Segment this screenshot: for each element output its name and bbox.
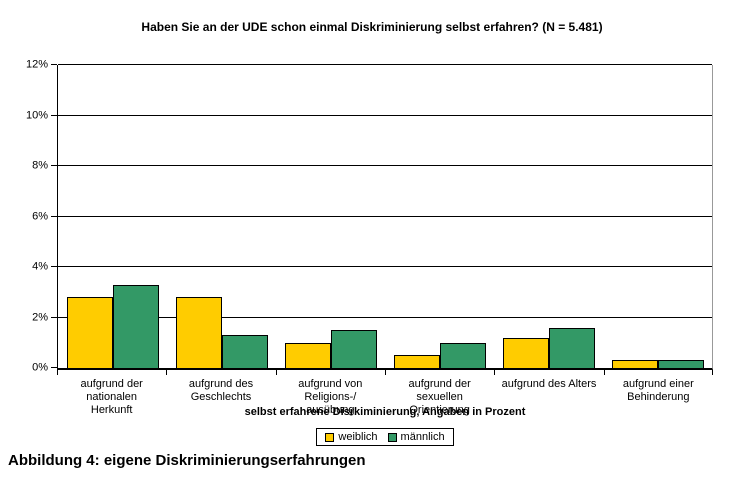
y-axis-tick — [51, 266, 57, 267]
x-axis-tick — [494, 370, 496, 375]
x-axis-tick — [57, 370, 58, 375]
x-axis-tick — [166, 370, 168, 375]
bar-weiblich — [502, 337, 549, 368]
bar-männlich — [221, 335, 268, 368]
bar-männlich — [548, 327, 595, 368]
category-label: aufgrund einer Behinderung — [622, 378, 694, 403]
y-axis-tick — [51, 367, 57, 368]
legend-item: männlich — [387, 431, 445, 443]
bar-group — [494, 65, 603, 368]
bar-weiblich — [393, 355, 440, 368]
bar-group — [603, 65, 712, 368]
legend-item: weiblich — [325, 431, 378, 443]
y-axis-labels: 0% 2% 4% 6% 8% 10% 12% — [0, 59, 48, 373]
legend-row: weiblich männlich — [57, 428, 713, 446]
bar-group — [58, 65, 167, 368]
gridline — [58, 215, 712, 217]
y-axis-tick — [51, 215, 57, 217]
y-axis-tick — [51, 64, 57, 65]
x-axis-ticks — [57, 370, 713, 375]
category-label: aufgrund von Religions-/ ausübung — [298, 378, 363, 416]
gridline — [58, 64, 712, 65]
x-axis-title: selbst erfahrene Disrkiminierung, Angabe… — [244, 406, 526, 418]
bar-weiblich — [284, 342, 331, 368]
category-label: aufgrund der sexuellen Orientierung — [408, 378, 471, 416]
bar-männlich — [112, 284, 159, 368]
category-label: aufgrund des Alters — [501, 378, 597, 390]
y-axis-label: 4% — [32, 260, 48, 273]
gridline — [58, 114, 712, 116]
bar-männlich — [657, 360, 704, 368]
y-axis-label: 10% — [25, 109, 48, 121]
gridline — [58, 165, 712, 166]
y-axis-label: 6% — [32, 210, 48, 222]
y-axis-ticks — [51, 64, 57, 368]
x-axis-tick — [385, 370, 386, 375]
bar-männlich — [439, 342, 486, 368]
y-axis-label: 0% — [32, 361, 48, 374]
bar-männlich — [330, 330, 377, 368]
bar-group — [276, 65, 385, 368]
y-axis-label: 2% — [32, 311, 48, 323]
bar-weiblich — [66, 297, 113, 368]
x-axis-tick — [712, 370, 713, 375]
legend-label: männlich — [400, 431, 445, 443]
x-axis-tick — [275, 370, 277, 375]
category-label: aufgrund des Geschlechts — [188, 378, 254, 403]
bar-group — [167, 65, 276, 368]
gridline — [58, 316, 712, 318]
bar-weiblich — [175, 297, 222, 368]
bar-weiblich — [611, 360, 658, 368]
legend-swatch — [325, 432, 335, 442]
chart-title: Haben Sie an der UDE schon einmal Diskri… — [141, 20, 603, 34]
y-axis-tick — [51, 165, 57, 166]
legend-label: weiblich — [338, 431, 378, 443]
y-axis-label: 8% — [32, 159, 48, 172]
y-axis-tick — [51, 316, 57, 318]
figure-caption: Abbildung 4: eigene Diskriminierungserfa… — [8, 452, 366, 469]
category-label: aufgrund der nationalen Herkunft — [80, 378, 143, 416]
bar-groups — [58, 65, 712, 368]
bar-group — [385, 65, 494, 368]
y-axis-label: 12% — [25, 58, 48, 71]
y-axis-tick — [51, 114, 57, 116]
plot-area — [57, 64, 713, 370]
gridline — [58, 266, 712, 267]
legend: weiblich männlich — [316, 428, 454, 446]
category-labels: aufgrund der nationalen Herkunft aufgrund… — [57, 378, 713, 417]
legend-swatch — [387, 432, 397, 442]
x-axis-tick — [603, 370, 605, 375]
